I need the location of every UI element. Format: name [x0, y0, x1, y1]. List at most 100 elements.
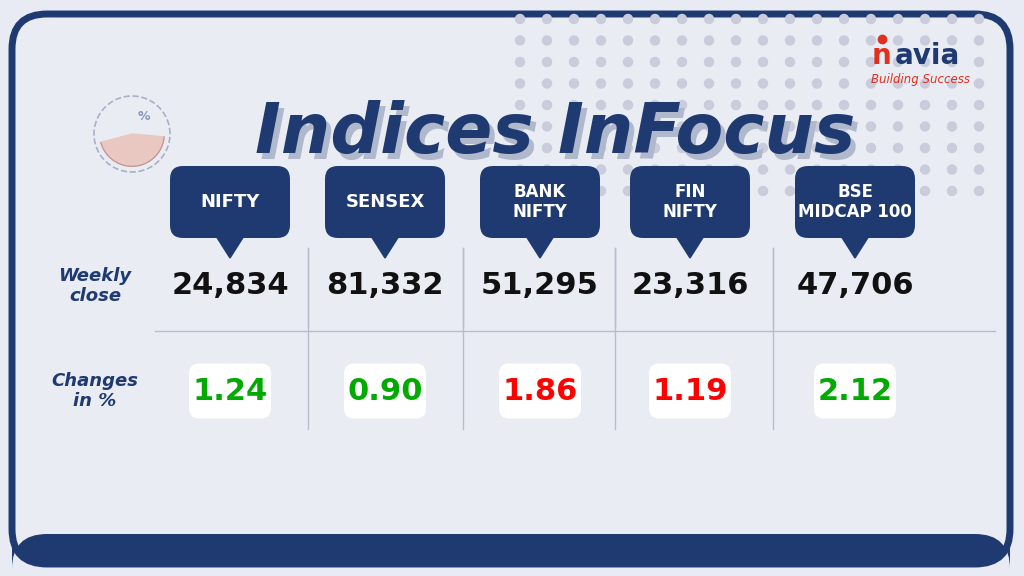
Text: 1.19: 1.19 [652, 377, 728, 406]
Polygon shape [526, 236, 554, 258]
Circle shape [894, 79, 902, 88]
Text: Building Success: Building Success [870, 74, 970, 86]
Circle shape [866, 36, 876, 45]
Circle shape [975, 58, 983, 66]
Circle shape [597, 14, 605, 24]
Circle shape [921, 122, 930, 131]
Circle shape [812, 187, 821, 195]
Text: 81,332: 81,332 [327, 271, 443, 301]
Text: 51,295: 51,295 [481, 271, 599, 301]
Circle shape [624, 36, 633, 45]
Polygon shape [371, 236, 399, 258]
Circle shape [515, 14, 524, 24]
Circle shape [894, 187, 902, 195]
Circle shape [705, 100, 714, 109]
Circle shape [543, 143, 552, 153]
Circle shape [705, 165, 714, 174]
Text: 23,316: 23,316 [631, 271, 749, 301]
Circle shape [678, 14, 686, 24]
Circle shape [840, 36, 849, 45]
Circle shape [866, 100, 876, 109]
Circle shape [947, 187, 956, 195]
Circle shape [975, 79, 983, 88]
Circle shape [515, 79, 524, 88]
Circle shape [866, 58, 876, 66]
Circle shape [597, 187, 605, 195]
Circle shape [840, 165, 849, 174]
Circle shape [840, 79, 849, 88]
Circle shape [624, 100, 633, 109]
Circle shape [705, 122, 714, 131]
Polygon shape [676, 236, 705, 258]
Circle shape [597, 100, 605, 109]
Circle shape [731, 100, 740, 109]
Circle shape [921, 165, 930, 174]
Circle shape [840, 58, 849, 66]
Circle shape [947, 58, 956, 66]
Circle shape [515, 58, 524, 66]
Circle shape [759, 143, 768, 153]
Circle shape [597, 58, 605, 66]
Text: BSE: BSE [837, 183, 873, 201]
Circle shape [624, 58, 633, 66]
Circle shape [624, 143, 633, 153]
Text: 2.12: 2.12 [817, 377, 893, 406]
Circle shape [569, 36, 579, 45]
Circle shape [785, 100, 795, 109]
Circle shape [678, 79, 686, 88]
Polygon shape [216, 236, 244, 258]
Circle shape [569, 122, 579, 131]
Circle shape [759, 187, 768, 195]
Circle shape [812, 58, 821, 66]
Circle shape [975, 14, 983, 24]
Circle shape [650, 58, 659, 66]
Circle shape [840, 143, 849, 153]
Circle shape [624, 187, 633, 195]
Circle shape [515, 122, 524, 131]
Circle shape [866, 187, 876, 195]
Circle shape [840, 14, 849, 24]
Circle shape [569, 79, 579, 88]
Circle shape [650, 122, 659, 131]
Circle shape [515, 143, 524, 153]
Text: Indices InFocus: Indices InFocus [255, 100, 855, 168]
Text: MIDCAP 100: MIDCAP 100 [798, 203, 912, 221]
Circle shape [569, 165, 579, 174]
Circle shape [975, 187, 983, 195]
Circle shape [812, 100, 821, 109]
Circle shape [759, 165, 768, 174]
Text: 1.24: 1.24 [193, 377, 267, 406]
Circle shape [759, 36, 768, 45]
Circle shape [569, 100, 579, 109]
Circle shape [515, 36, 524, 45]
Circle shape [624, 122, 633, 131]
FancyBboxPatch shape [630, 166, 750, 238]
Circle shape [731, 36, 740, 45]
Text: n: n [872, 42, 892, 70]
Circle shape [894, 165, 902, 174]
Circle shape [785, 165, 795, 174]
Circle shape [731, 143, 740, 153]
Circle shape [947, 14, 956, 24]
FancyBboxPatch shape [480, 166, 600, 238]
Circle shape [705, 143, 714, 153]
FancyBboxPatch shape [189, 363, 271, 419]
Text: FIN: FIN [675, 183, 706, 201]
Circle shape [921, 79, 930, 88]
Circle shape [947, 79, 956, 88]
FancyBboxPatch shape [499, 363, 581, 419]
Text: 1.86: 1.86 [503, 377, 578, 406]
Circle shape [866, 79, 876, 88]
Circle shape [894, 143, 902, 153]
Circle shape [543, 165, 552, 174]
Circle shape [785, 58, 795, 66]
Circle shape [840, 100, 849, 109]
Circle shape [705, 36, 714, 45]
Polygon shape [841, 236, 869, 258]
Circle shape [678, 36, 686, 45]
Circle shape [597, 143, 605, 153]
Circle shape [569, 14, 579, 24]
Circle shape [759, 14, 768, 24]
Circle shape [785, 79, 795, 88]
Circle shape [785, 122, 795, 131]
